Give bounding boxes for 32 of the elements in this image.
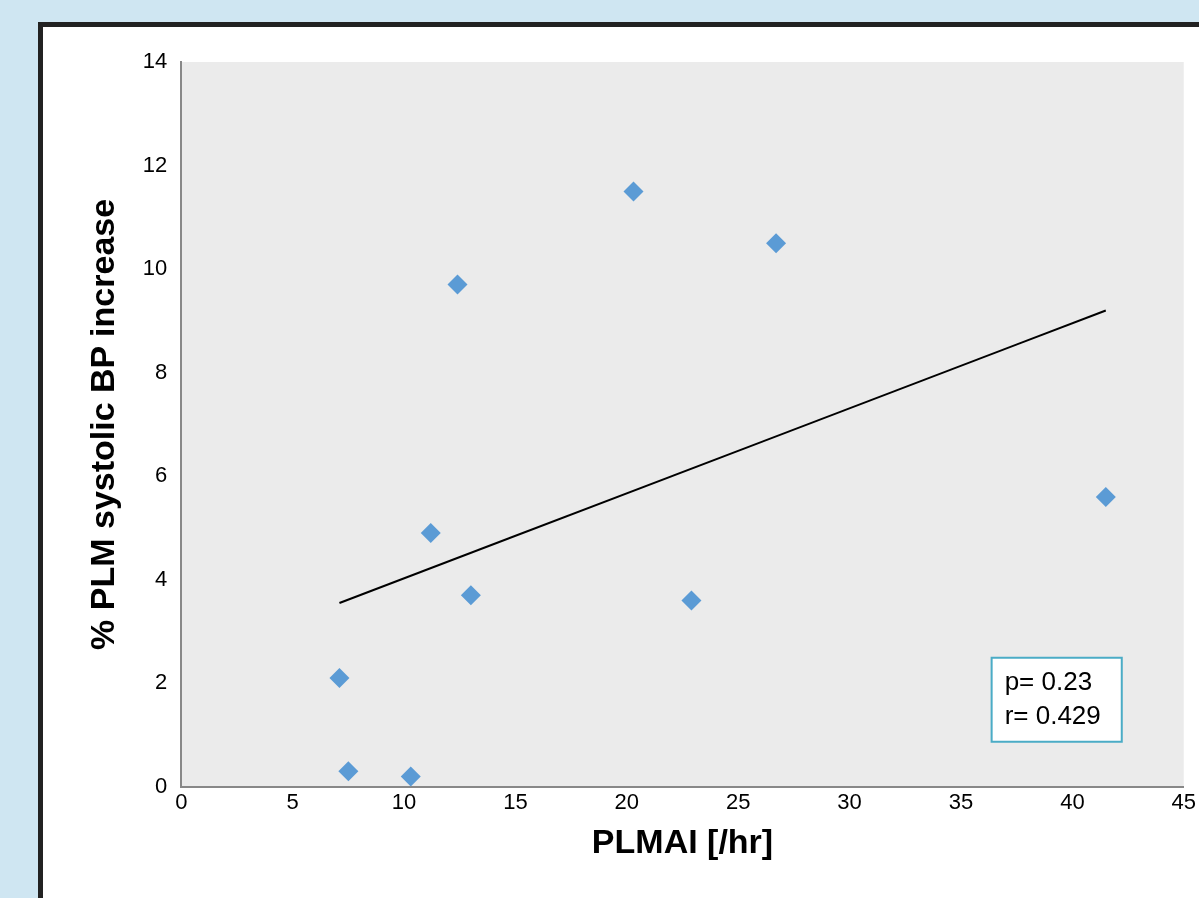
point <box>400 766 421 787</box>
point <box>329 668 350 689</box>
y-tick-label: 6 <box>155 462 168 488</box>
y-tick-label: 8 <box>155 358 168 384</box>
point <box>623 181 644 202</box>
x-tick-label: 30 <box>837 789 862 815</box>
point <box>766 233 787 254</box>
y-tick-label: 12 <box>142 151 168 177</box>
y-tick-label: 0 <box>155 772 168 798</box>
point <box>460 585 481 606</box>
point <box>447 274 468 295</box>
x-tick-label: 15 <box>503 789 528 815</box>
x-tick-label: 0 <box>175 789 188 815</box>
y-tick-label: 14 <box>142 48 168 74</box>
x-tick-label: 40 <box>1060 789 1085 815</box>
x-tick-label: 25 <box>725 789 751 815</box>
y-tick-label: 2 <box>155 669 168 695</box>
point <box>681 590 702 611</box>
x-tick-label: 5 <box>286 789 299 815</box>
x-tick-label: 20 <box>614 789 640 815</box>
annotation: r= 0.429 <box>1004 699 1101 730</box>
annotation: p= 0.23 <box>1004 665 1093 696</box>
point <box>420 523 441 544</box>
y-axis-title: % PLM systolic BP increase <box>82 198 121 650</box>
point <box>338 761 359 782</box>
point <box>1095 486 1116 507</box>
x-tick-label: 35 <box>948 789 974 815</box>
y-tick-label: 4 <box>155 565 168 591</box>
y-tick-label: 10 <box>142 255 168 281</box>
x-tick-label: 10 <box>391 789 417 815</box>
x-axis-title: PLMAI [/hr] <box>591 821 774 860</box>
x-tick-label: 45 <box>1171 789 1197 815</box>
